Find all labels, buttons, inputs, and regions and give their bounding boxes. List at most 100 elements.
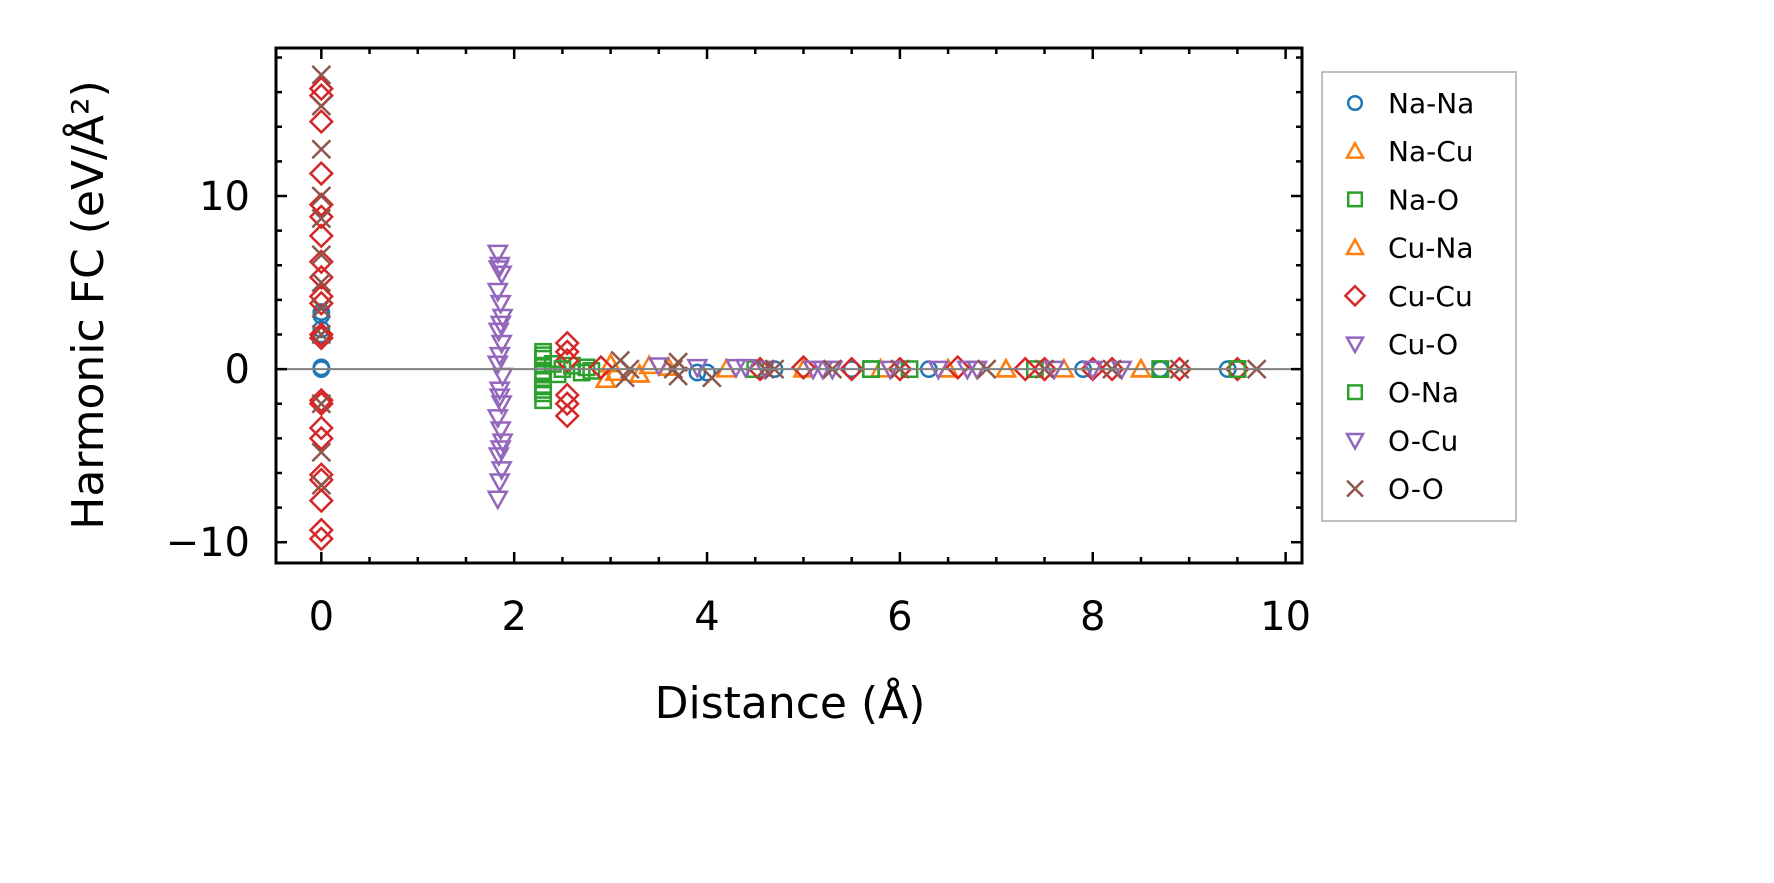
x-tick-label: 6 — [887, 594, 912, 640]
data-point — [839, 356, 865, 382]
legend-marker-diamond-icon — [1343, 284, 1367, 308]
data-point — [308, 160, 334, 187]
data-point — [1031, 356, 1058, 382]
x-axis-label: Distance (Å) — [655, 676, 926, 729]
legend: Na-Na Na-Cu Na-O Cu-Na Cu-Cu Cu-O O-Na O-Cu O-O — [1321, 71, 1517, 522]
data-point — [308, 517, 334, 543]
data-point — [790, 354, 817, 380]
data-point — [311, 244, 332, 265]
data-point — [887, 356, 913, 382]
data-point — [534, 346, 553, 365]
data-point — [486, 282, 509, 303]
data-point — [308, 192, 334, 218]
legend-label: Cu-Cu — [1388, 280, 1473, 313]
legend-label: O-Na — [1388, 376, 1459, 409]
data-point — [308, 109, 334, 135]
data-point — [490, 395, 513, 416]
data-point — [490, 461, 513, 482]
legend-item: Cu-O — [1344, 328, 1458, 361]
data-point — [312, 320, 331, 339]
data-point — [489, 421, 512, 442]
legend-marker-circle-icon — [1346, 94, 1364, 112]
data-point — [311, 186, 332, 206]
legend-label: Na-O — [1388, 183, 1459, 216]
data-point — [311, 272, 332, 293]
series-o-o — [311, 64, 1267, 495]
data-point — [945, 354, 971, 380]
data-point — [487, 447, 510, 468]
data-point — [308, 76, 334, 102]
data-point — [311, 96, 332, 116]
data-point — [308, 321, 334, 348]
y-axis-label: Harmonic FC (eV/Å²) — [61, 80, 114, 530]
legend-item: Na-Cu — [1344, 135, 1474, 168]
legend-marker-square-icon — [1346, 191, 1364, 208]
data-point — [308, 415, 334, 441]
data-point — [311, 139, 332, 160]
data-point — [311, 208, 332, 229]
data-point — [489, 294, 512, 315]
data-point — [1099, 356, 1125, 382]
legend-item: Cu-Cu — [1343, 280, 1473, 313]
data-point — [308, 249, 334, 275]
data-point — [308, 488, 334, 514]
legend-label: O-Cu — [1388, 424, 1458, 457]
legend-marker-x-icon — [1346, 479, 1364, 498]
data-point — [308, 425, 334, 451]
data-point — [486, 409, 509, 430]
x-tick-labels: 0 2 4 6 8 10 — [309, 594, 1311, 640]
plot-frame — [274, 46, 1304, 565]
x-tick-label: 10 — [1260, 594, 1311, 640]
legend-marker-triangle-up-icon — [1344, 237, 1366, 256]
axis-ticks — [276, 48, 1302, 563]
data-point — [588, 354, 614, 380]
data-point — [554, 391, 580, 417]
y-tick-label: −10 — [166, 520, 250, 566]
data-point — [582, 361, 601, 380]
data-point — [308, 325, 334, 351]
data-point — [311, 475, 332, 495]
data-point — [308, 223, 334, 249]
data-point — [534, 380, 553, 399]
data-point — [486, 244, 509, 265]
x-tick-label: 2 — [501, 594, 526, 640]
data-points — [308, 64, 1267, 552]
legend-item: Cu-Na — [1344, 232, 1474, 265]
y-tick-label: 0 — [225, 347, 250, 393]
legend-item: O-O — [1346, 473, 1444, 506]
legend-label: Cu-Na — [1388, 232, 1474, 265]
legend-label: Na-Na — [1388, 87, 1474, 120]
data-point — [701, 367, 722, 388]
data-point — [308, 83, 334, 109]
legend-marker-triangle-down-icon — [1344, 432, 1366, 451]
data-point — [554, 403, 580, 429]
data-point — [647, 357, 670, 378]
legend-label: O-O — [1388, 473, 1444, 506]
x-tick-label: 4 — [694, 594, 719, 640]
legend-marker-triangle-down-icon — [1344, 336, 1366, 355]
data-point — [1166, 356, 1193, 382]
data-point — [488, 388, 511, 409]
legend-label: Na-Cu — [1388, 135, 1474, 168]
data-point — [1012, 356, 1038, 382]
x-tick-label: 0 — [309, 594, 334, 640]
data-point — [554, 382, 580, 408]
data-point — [311, 393, 332, 414]
data-point — [487, 322, 510, 343]
legend-label: Cu-O — [1388, 328, 1458, 361]
data-point — [311, 298, 332, 319]
data-point — [308, 526, 334, 552]
data-point — [312, 358, 331, 377]
data-point — [554, 347, 580, 374]
data-point — [486, 355, 509, 376]
data-point — [311, 64, 332, 85]
legend-item: Na-Na — [1346, 87, 1474, 120]
data-point — [577, 358, 596, 377]
data-point — [490, 334, 513, 355]
legend-item: O-Na — [1346, 376, 1459, 409]
series-cu-cu — [308, 76, 1250, 552]
data-point — [489, 315, 512, 336]
y-tick-labels: −10 0 10 — [166, 174, 250, 566]
data-point — [554, 330, 580, 356]
